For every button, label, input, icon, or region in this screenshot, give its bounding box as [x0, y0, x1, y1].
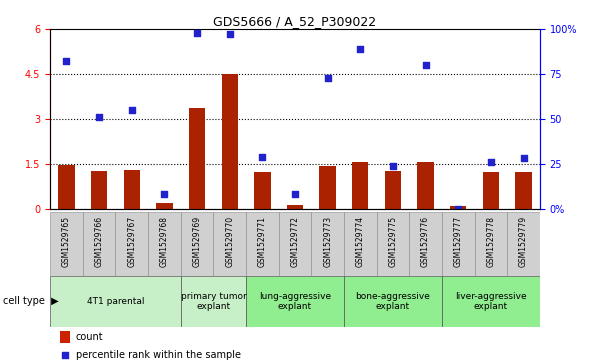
Bar — [474, 212, 507, 276]
Bar — [254, 172, 270, 209]
Text: GSM1529779: GSM1529779 — [519, 216, 528, 267]
Bar — [116, 212, 148, 276]
Text: GSM1529773: GSM1529773 — [323, 216, 332, 267]
Bar — [385, 171, 401, 209]
Bar — [344, 276, 442, 327]
Point — [519, 155, 528, 161]
Bar — [124, 170, 140, 209]
Bar — [60, 331, 70, 343]
Point — [388, 163, 398, 168]
Bar — [83, 212, 116, 276]
Bar — [418, 162, 434, 209]
Text: primary tumor
explant: primary tumor explant — [181, 291, 246, 311]
Bar — [222, 74, 238, 209]
Bar — [320, 166, 336, 209]
Point — [290, 191, 300, 197]
Text: GSM1529765: GSM1529765 — [62, 216, 71, 267]
Bar — [58, 165, 74, 209]
Bar — [189, 109, 205, 209]
Bar — [352, 162, 368, 209]
Point — [421, 62, 430, 68]
Point — [127, 107, 136, 113]
Bar — [409, 212, 442, 276]
Bar — [181, 276, 246, 327]
Bar — [246, 212, 278, 276]
Point — [225, 32, 234, 37]
Bar — [91, 171, 107, 209]
Bar — [278, 212, 312, 276]
Point — [60, 352, 70, 358]
Point — [454, 206, 463, 212]
Point — [323, 75, 332, 81]
Bar — [50, 276, 181, 327]
Point — [192, 30, 202, 36]
Bar — [450, 206, 467, 209]
Bar — [181, 212, 214, 276]
Text: GSM1529777: GSM1529777 — [454, 216, 463, 267]
Text: GSM1529767: GSM1529767 — [127, 216, 136, 267]
Bar — [156, 203, 172, 209]
Point — [258, 154, 267, 159]
Bar — [442, 276, 540, 327]
Bar — [246, 276, 344, 327]
Text: GSM1529776: GSM1529776 — [421, 216, 430, 267]
Bar — [442, 212, 474, 276]
Text: GSM1529768: GSM1529768 — [160, 216, 169, 266]
Point — [62, 58, 71, 64]
Text: GSM1529778: GSM1529778 — [486, 216, 496, 266]
Text: lung-aggressive
explant: lung-aggressive explant — [259, 291, 331, 311]
Bar — [50, 212, 83, 276]
Text: percentile rank within the sample: percentile rank within the sample — [76, 350, 241, 360]
Bar — [214, 212, 246, 276]
Bar — [344, 212, 376, 276]
Bar — [287, 205, 303, 209]
Bar — [148, 212, 181, 276]
Point — [94, 114, 104, 120]
Bar — [507, 212, 540, 276]
Text: GSM1529771: GSM1529771 — [258, 216, 267, 266]
Point — [356, 46, 365, 52]
Point — [160, 191, 169, 197]
Bar — [483, 172, 499, 209]
Text: cell type  ▶: cell type ▶ — [3, 296, 58, 306]
Text: bone-aggressive
explant: bone-aggressive explant — [356, 291, 430, 311]
Text: GSM1529769: GSM1529769 — [192, 216, 202, 267]
Text: GSM1529770: GSM1529770 — [225, 216, 234, 267]
Title: GDS5666 / A_52_P309022: GDS5666 / A_52_P309022 — [214, 15, 376, 28]
Text: GSM1529775: GSM1529775 — [388, 216, 398, 267]
Text: GSM1529772: GSM1529772 — [290, 216, 300, 266]
Text: 4T1 parental: 4T1 parental — [87, 297, 144, 306]
Point — [486, 159, 496, 165]
Text: GSM1529774: GSM1529774 — [356, 216, 365, 267]
Text: count: count — [76, 332, 103, 342]
Text: GSM1529766: GSM1529766 — [94, 216, 104, 267]
Text: liver-aggressive
explant: liver-aggressive explant — [455, 291, 527, 311]
Bar — [376, 212, 409, 276]
Bar — [516, 172, 532, 209]
Bar — [312, 212, 344, 276]
